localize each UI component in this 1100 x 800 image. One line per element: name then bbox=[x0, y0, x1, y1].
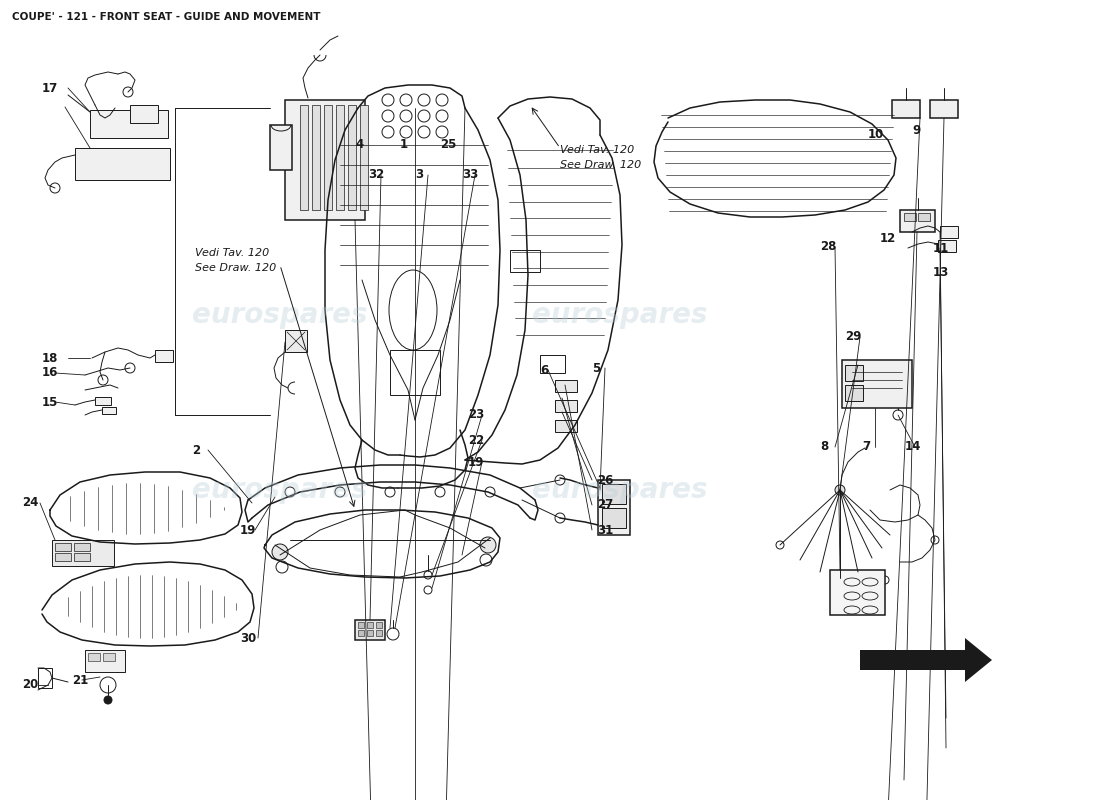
Bar bbox=[336, 105, 344, 210]
Bar bbox=[355, 620, 385, 640]
Text: 25: 25 bbox=[440, 138, 456, 151]
Bar bbox=[900, 210, 935, 232]
Bar bbox=[324, 105, 332, 210]
Circle shape bbox=[104, 696, 112, 704]
Text: 19: 19 bbox=[468, 455, 484, 469]
Bar bbox=[892, 100, 920, 118]
Bar bbox=[938, 240, 956, 252]
Bar bbox=[367, 622, 373, 628]
Bar bbox=[598, 480, 630, 535]
Text: 32: 32 bbox=[368, 169, 384, 182]
Bar bbox=[930, 100, 958, 118]
Bar bbox=[830, 570, 886, 615]
Text: 1: 1 bbox=[400, 138, 408, 151]
Bar bbox=[540, 355, 565, 373]
Bar bbox=[285, 330, 307, 352]
Text: 6: 6 bbox=[540, 363, 548, 377]
Text: 4: 4 bbox=[355, 138, 363, 151]
Bar bbox=[845, 385, 864, 401]
Text: 15: 15 bbox=[42, 395, 58, 409]
Text: COUPE' - 121 - FRONT SEAT - GUIDE AND MOVEMENT: COUPE' - 121 - FRONT SEAT - GUIDE AND MO… bbox=[12, 12, 320, 22]
Bar bbox=[90, 110, 168, 138]
Bar bbox=[390, 350, 440, 395]
Bar bbox=[376, 630, 382, 636]
Bar bbox=[102, 407, 116, 414]
Bar bbox=[103, 653, 116, 661]
Text: eurospares: eurospares bbox=[192, 301, 367, 329]
Text: See Draw. 120: See Draw. 120 bbox=[195, 263, 276, 273]
Text: 33: 33 bbox=[462, 169, 478, 182]
Text: 8: 8 bbox=[820, 441, 828, 454]
Bar bbox=[918, 213, 930, 221]
Bar bbox=[904, 213, 916, 221]
Bar bbox=[312, 105, 320, 210]
Circle shape bbox=[835, 485, 845, 495]
Bar bbox=[845, 365, 864, 381]
Bar bbox=[348, 105, 356, 210]
Text: 12: 12 bbox=[880, 231, 896, 245]
Bar bbox=[940, 226, 958, 238]
Text: 27: 27 bbox=[597, 498, 614, 511]
Text: 26: 26 bbox=[597, 474, 614, 486]
Text: 2: 2 bbox=[192, 443, 200, 457]
Circle shape bbox=[272, 544, 288, 560]
Bar bbox=[556, 420, 578, 432]
Text: 7: 7 bbox=[862, 441, 870, 454]
Bar bbox=[155, 350, 173, 362]
Text: 24: 24 bbox=[22, 497, 38, 510]
Text: See Draw. 120: See Draw. 120 bbox=[560, 160, 641, 170]
Bar bbox=[360, 105, 368, 210]
Bar bbox=[300, 105, 308, 210]
Text: 22: 22 bbox=[468, 434, 484, 446]
Text: 23: 23 bbox=[468, 409, 484, 422]
Bar bbox=[55, 553, 72, 561]
Bar bbox=[285, 100, 365, 220]
Bar bbox=[95, 397, 111, 405]
Text: 16: 16 bbox=[42, 366, 58, 379]
Bar bbox=[358, 622, 364, 628]
Polygon shape bbox=[860, 638, 992, 682]
Bar bbox=[74, 543, 90, 551]
Bar bbox=[376, 622, 382, 628]
Bar bbox=[74, 553, 90, 561]
Bar bbox=[556, 380, 578, 392]
Circle shape bbox=[480, 537, 496, 553]
Bar bbox=[510, 250, 540, 272]
Text: 9: 9 bbox=[912, 123, 921, 137]
Text: 21: 21 bbox=[72, 674, 88, 686]
Text: 30: 30 bbox=[240, 631, 256, 645]
Text: 20: 20 bbox=[22, 678, 38, 691]
Bar bbox=[358, 630, 364, 636]
Text: 18: 18 bbox=[42, 351, 58, 365]
Bar bbox=[88, 653, 100, 661]
Text: 3: 3 bbox=[415, 169, 424, 182]
Text: 17: 17 bbox=[42, 82, 58, 94]
Text: 11: 11 bbox=[933, 242, 949, 254]
Text: eurospares: eurospares bbox=[532, 301, 707, 329]
Text: 14: 14 bbox=[905, 441, 922, 454]
Bar bbox=[602, 484, 626, 504]
Text: 28: 28 bbox=[820, 241, 836, 254]
Bar bbox=[75, 148, 170, 180]
Text: 5: 5 bbox=[592, 362, 601, 374]
Bar bbox=[39, 668, 52, 688]
Bar bbox=[842, 360, 912, 408]
Text: 29: 29 bbox=[845, 330, 861, 343]
Text: 19: 19 bbox=[240, 523, 256, 537]
Bar bbox=[55, 543, 72, 551]
Bar bbox=[367, 630, 373, 636]
Text: 10: 10 bbox=[868, 129, 884, 142]
Text: eurospares: eurospares bbox=[532, 476, 707, 504]
Bar bbox=[602, 508, 626, 528]
Text: 13: 13 bbox=[933, 266, 949, 278]
Text: eurospares: eurospares bbox=[192, 476, 367, 504]
Text: Vedi Tav. 120: Vedi Tav. 120 bbox=[560, 145, 635, 155]
Bar bbox=[85, 650, 125, 672]
Text: Vedi Tav. 120: Vedi Tav. 120 bbox=[195, 248, 270, 258]
Text: 31: 31 bbox=[597, 523, 614, 537]
Bar bbox=[130, 105, 158, 123]
Bar bbox=[270, 125, 292, 170]
Bar bbox=[52, 540, 114, 566]
Bar bbox=[556, 400, 578, 412]
